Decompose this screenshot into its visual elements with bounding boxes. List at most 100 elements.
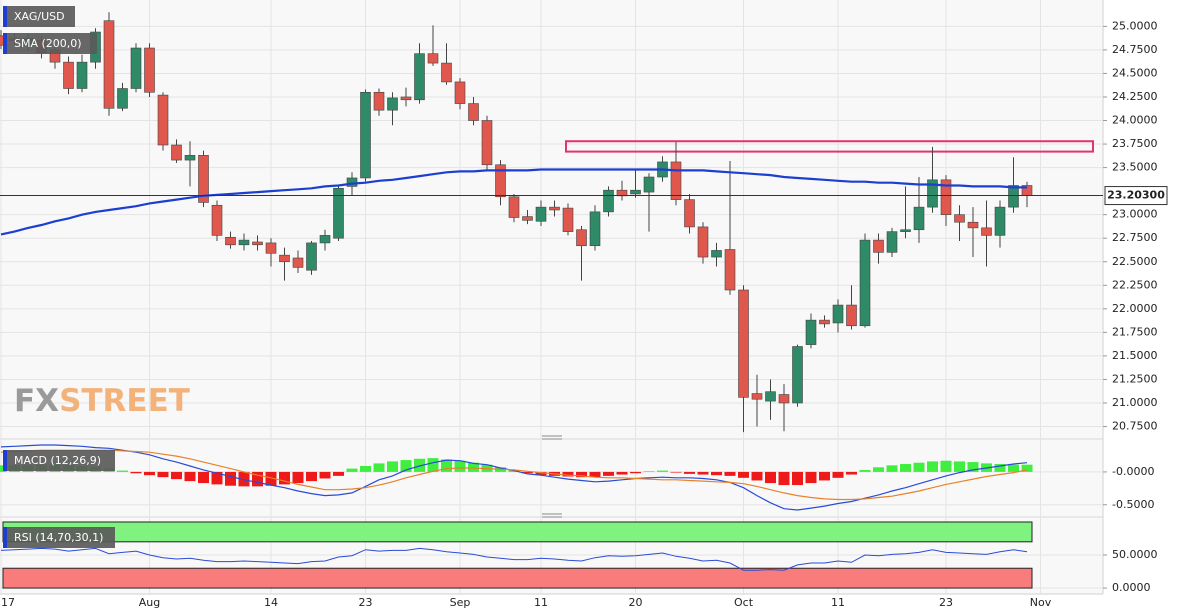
candle-body: [873, 239, 884, 253]
candle-body: [144, 47, 155, 93]
candle-body: [441, 62, 452, 83]
x-tick-label: Sep: [450, 596, 471, 609]
x-tick-label: 11: [534, 596, 548, 609]
y-tick-label: 22.5000: [1112, 255, 1158, 268]
histogram-bar: [211, 471, 223, 485]
histogram-bar: [252, 471, 263, 487]
y-tick-label: 23.0000: [1112, 208, 1158, 221]
candle-body: [940, 179, 952, 215]
x-tick-label: Oct: [734, 596, 754, 609]
histogram-bar: [117, 470, 128, 472]
histogram-bar: [792, 471, 803, 486]
y-tick-label: 22.7500: [1112, 231, 1158, 244]
y-tick-label: 23.7500: [1112, 137, 1158, 150]
histogram-bar: [130, 471, 142, 474]
last-price-label: 23.20300: [1107, 189, 1165, 202]
plot-background: [0, 0, 1103, 594]
candle-body: [333, 188, 344, 239]
candle-body: [157, 94, 169, 146]
legend-title-accent: [3, 450, 7, 471]
resize-handle[interactable]: [542, 513, 562, 518]
histogram-bar: [886, 465, 898, 472]
macd-line: [0, 449, 1028, 501]
candle-body: [684, 199, 695, 228]
candle-body: [630, 189, 641, 195]
histogram-bar: [940, 460, 952, 472]
candle-body: [373, 91, 385, 111]
histogram-bar: [819, 471, 830, 481]
watermark-part: FX: [14, 383, 59, 419]
resize-handle[interactable]: [542, 435, 562, 440]
candle-body: [522, 216, 533, 221]
candle-body: [387, 97, 398, 111]
histogram-bar: [198, 471, 209, 484]
histogram-bar: [967, 462, 979, 472]
candle-body: [832, 304, 844, 324]
x-tick-label: 23: [359, 596, 373, 609]
histogram-bar: [576, 471, 587, 478]
candle-body: [1008, 185, 1019, 208]
candle-body: [63, 61, 74, 89]
candle-body: [292, 257, 304, 268]
histogram-bar: [711, 471, 722, 476]
candle-body: [913, 206, 925, 231]
candle-body: [994, 206, 1006, 236]
candle-body: [549, 206, 560, 211]
histogram-bar: [778, 471, 790, 486]
candle-body: [603, 189, 614, 213]
candle-body: [711, 250, 722, 258]
histogram-bar: [427, 458, 439, 472]
histogram-bar: [913, 462, 925, 472]
y-tick-label: 22.0000: [1112, 302, 1158, 315]
histogram-bar: [373, 463, 385, 472]
histogram-bar: [333, 471, 344, 476]
histogram-bar: [468, 462, 479, 472]
y-tick-label: 0.0000: [1112, 581, 1151, 594]
legend-title: XAG/USD: [14, 10, 65, 23]
x-tick-label: 23: [939, 596, 953, 609]
histogram-bar: [225, 471, 236, 486]
candle-body: [265, 242, 277, 254]
candle-body: [792, 346, 803, 404]
y-tick-label: 24.2500: [1112, 90, 1158, 103]
candle-body: [562, 207, 574, 232]
y-tick-label: 21.5000: [1112, 349, 1158, 362]
sma-line: [0, 168, 1027, 236]
candle-body: [319, 235, 331, 244]
y-tick-label: 24.5000: [1112, 66, 1158, 79]
candle-body: [724, 249, 736, 291]
histogram-bar: [900, 464, 911, 472]
histogram-bar: [238, 471, 250, 487]
candle-body: [738, 289, 749, 398]
candle-body: [103, 20, 115, 109]
y-tick-label: -0.5000: [1112, 498, 1154, 511]
histogram-bar: [535, 471, 547, 476]
histogram-bar: [846, 471, 857, 475]
candle-body: [886, 231, 898, 253]
candle-body: [252, 241, 263, 246]
y-tick-label: 25.0000: [1112, 19, 1158, 32]
candle-body: [805, 319, 817, 345]
overlay: 17 Aug 14 23 Sep 11 20 Oct 11 23 Nov 25.0000 24.7500…: [1, 6, 1168, 609]
histogram-bar: [414, 458, 425, 472]
histogram-bar: [346, 468, 358, 472]
candle-body: [900, 229, 911, 232]
candle-body: [360, 91, 371, 179]
last-price-box: [1104, 186, 1168, 206]
histogram-bar: [670, 471, 682, 473]
y-tick-label: 24.0000: [1112, 114, 1158, 127]
histogram-bar: [643, 471, 655, 472]
histogram-bar: [994, 464, 1006, 472]
legend-title-box: [3, 527, 115, 548]
candle-body: [535, 206, 547, 222]
candle-body: [306, 242, 317, 271]
histogram-bar: [724, 471, 736, 476]
x-tick-label: 20: [629, 596, 643, 609]
legend-title-box: [3, 6, 75, 27]
x-tick-label: Nov: [1030, 596, 1052, 609]
legend-title-accent: [3, 527, 7, 548]
histogram-bar: [265, 471, 277, 486]
histogram-bar: [927, 461, 938, 472]
x-tick-label: Aug: [139, 596, 160, 609]
candle-body: [967, 221, 979, 229]
